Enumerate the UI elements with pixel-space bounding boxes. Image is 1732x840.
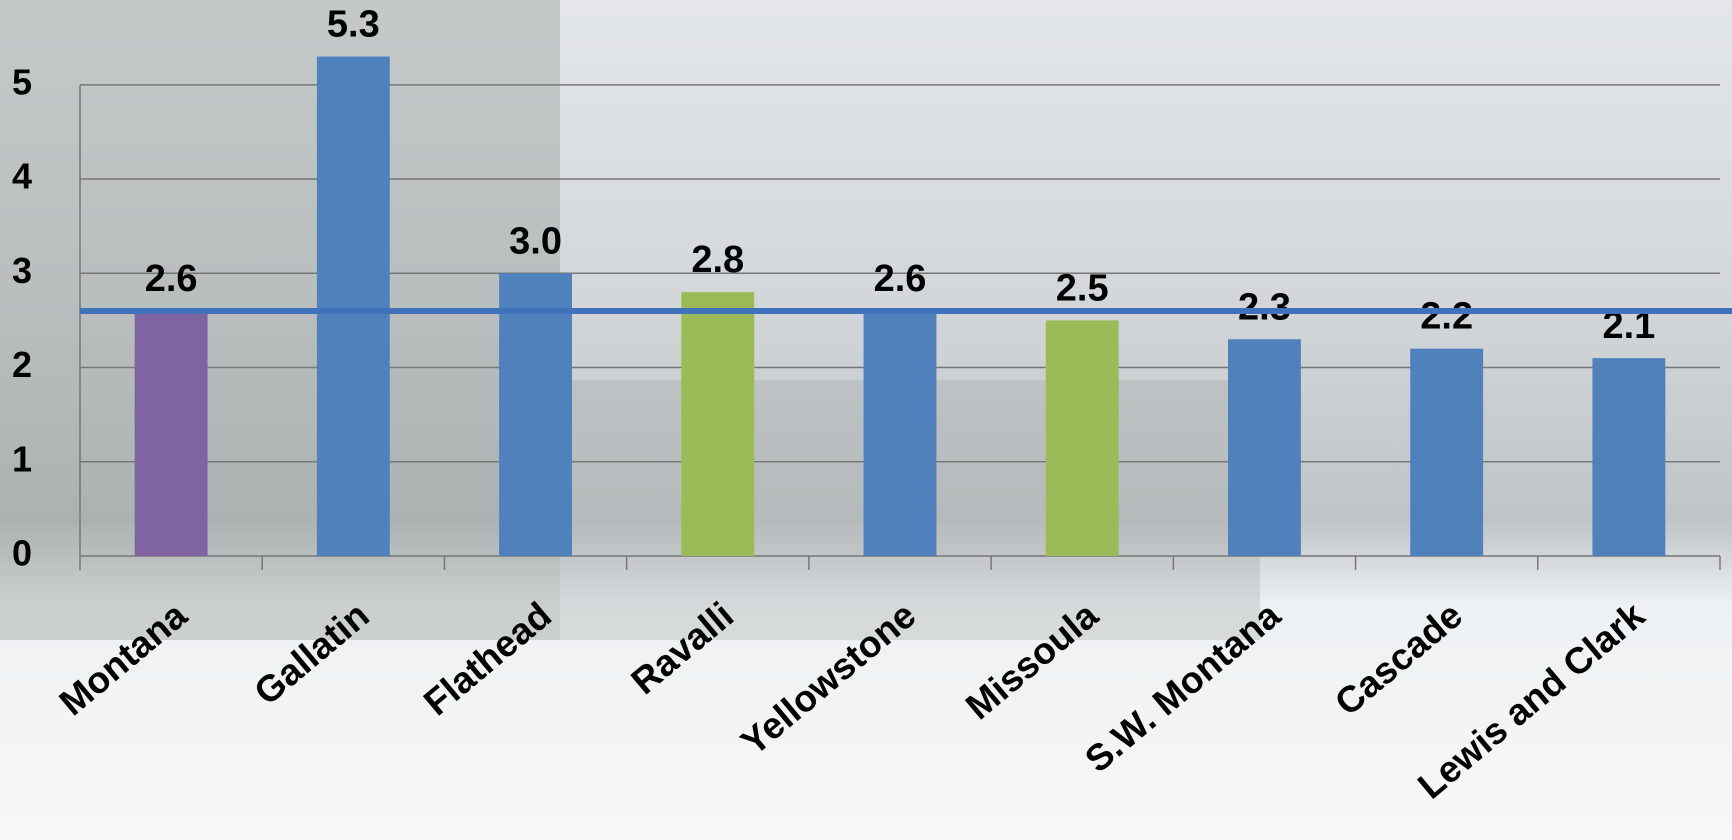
value-label: 3.0 (509, 220, 562, 262)
bar (316, 56, 390, 557)
bar (681, 292, 755, 556)
bar (863, 310, 937, 556)
forest-backdrop (0, 0, 560, 640)
x-tick-label: Cascade (1327, 594, 1470, 723)
value-label: 2.8 (691, 239, 744, 281)
value-label: 2.5 (1056, 267, 1109, 309)
value-label: 2.3 (1238, 286, 1291, 328)
y-tick-label: 0 (12, 533, 32, 574)
bar (1592, 358, 1666, 556)
bar (1045, 320, 1119, 556)
y-tick-label: 3 (12, 250, 32, 291)
value-label: 5.3 (327, 4, 380, 46)
bar (1410, 348, 1484, 556)
bar (134, 310, 208, 556)
y-tick-label: 1 (12, 438, 32, 479)
y-tick-label: 4 (12, 156, 32, 197)
value-label: 2.2 (1420, 296, 1473, 338)
value-label: 2.6 (874, 258, 927, 300)
bar (499, 273, 572, 556)
value-label: 2.6 (145, 258, 198, 300)
bar (1228, 339, 1301, 556)
y-tick-label: 5 (12, 61, 32, 102)
y-tick-label: 2 (12, 344, 32, 385)
